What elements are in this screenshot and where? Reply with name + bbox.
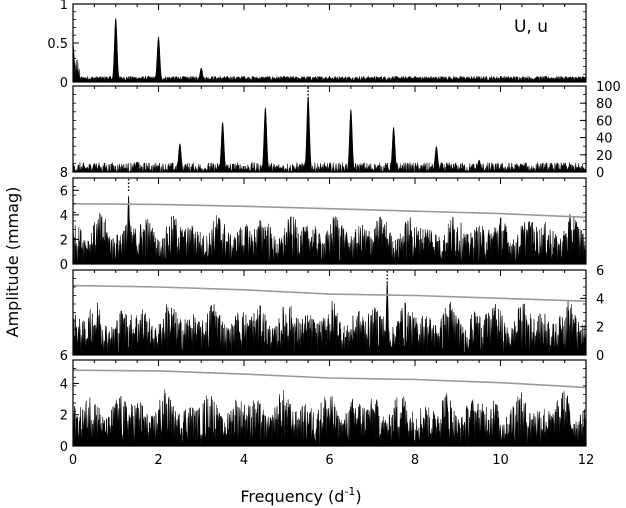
x-axis-title-exponent: -1 bbox=[344, 485, 355, 498]
y-tick-label-left: 2 bbox=[60, 233, 68, 248]
y-tick-label-left: 4 bbox=[60, 209, 68, 224]
y-tick-label-left: 8 bbox=[60, 166, 68, 181]
y-tick-label-right: 40 bbox=[596, 132, 613, 147]
x-tick-label: 6 bbox=[325, 453, 333, 468]
spectrum-trace bbox=[72, 282, 587, 356]
y-tick-label-right: 100 bbox=[596, 80, 621, 95]
panel-3: 0 2 4 6 bbox=[60, 177, 587, 273]
x-axis-title: Frequency (d-1) bbox=[240, 485, 361, 506]
spectrum-trace bbox=[72, 389, 587, 447]
y-tick-label-right: 0 bbox=[596, 349, 604, 364]
x-tick-label: 2 bbox=[154, 453, 162, 468]
y-tick-label-right: 80 bbox=[596, 97, 613, 112]
panel-frame bbox=[72, 85, 587, 173]
x-axis-title-main: Frequency (d bbox=[240, 487, 344, 506]
y-axis-title: Amplitude (mmag) bbox=[3, 187, 22, 338]
panel-4: 6 0 2 4 6 bbox=[60, 264, 605, 364]
y-tick-label-right: 2 bbox=[596, 321, 604, 336]
y-tick-label-left: 6 bbox=[60, 184, 68, 199]
y-tick-label-right: 0 bbox=[596, 166, 604, 181]
y-tick-label-left: 0 bbox=[60, 258, 68, 273]
x-tick-label: 4 bbox=[240, 453, 248, 468]
panel-5: 0 2 4 bbox=[60, 359, 587, 455]
x-tick-label: 8 bbox=[411, 453, 419, 468]
y-tick-label-left: 0.5 bbox=[47, 37, 68, 52]
threshold-line bbox=[72, 284, 587, 302]
x-axis: 0 2 4 6 8 10 12 bbox=[69, 453, 594, 468]
x-tick-label: 10 bbox=[492, 453, 509, 468]
threshold-line bbox=[72, 203, 587, 219]
y-tick-label-left: 2 bbox=[60, 409, 68, 424]
threshold-line bbox=[72, 369, 587, 389]
y-tick-label-left: 4 bbox=[60, 377, 68, 392]
y-tick-label-right: 60 bbox=[596, 114, 613, 129]
y-tick-label-left: 0 bbox=[60, 440, 68, 455]
y-tick-label-left: 0 bbox=[60, 76, 68, 91]
y-tick-label-left: 1 bbox=[60, 0, 68, 13]
panel-frame bbox=[72, 3, 587, 83]
spectrum-trace bbox=[72, 17, 587, 83]
y-tick-label-right: 20 bbox=[596, 149, 613, 164]
panel-1: 0 0.5 1 U, u bbox=[47, 0, 587, 91]
x-tick-label: 12 bbox=[578, 453, 595, 468]
y-tick-label-left: 6 bbox=[60, 349, 68, 364]
panel-tag: U, u bbox=[514, 17, 548, 37]
x-axis-title-close: ) bbox=[355, 487, 361, 506]
y-tick-label-right: 6 bbox=[596, 264, 604, 279]
spectrum-trace bbox=[72, 96, 587, 173]
spectrum-trace bbox=[72, 195, 587, 265]
x-tick-label: 0 bbox=[69, 453, 77, 468]
y-tick-label-right: 4 bbox=[596, 292, 604, 307]
